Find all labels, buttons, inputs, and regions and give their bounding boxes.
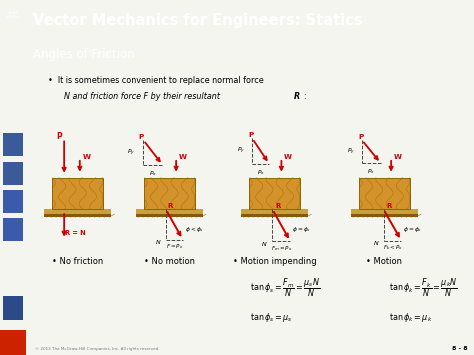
Text: •  It is sometimes convenient to replace normal force: • It is sometimes convenient to replace …: [48, 76, 264, 85]
Text: R: R: [275, 203, 281, 209]
Text: R: R: [168, 203, 173, 209]
Text: :: :: [303, 92, 306, 100]
Text: P: P: [358, 134, 364, 140]
Text: $N$: $N$: [262, 240, 268, 248]
Bar: [3, 296, 23, 320]
Text: $P_y$: $P_y$: [347, 147, 355, 157]
Text: W: W: [394, 154, 402, 160]
Text: $\phi = \phi_s$: $\phi = \phi_s$: [292, 225, 311, 234]
Text: • No friction: • No friction: [52, 257, 103, 266]
Text: P: P: [56, 132, 62, 141]
Bar: [52, 178, 103, 209]
Bar: [3, 133, 23, 156]
Bar: [136, 214, 203, 217]
Text: $P_x$: $P_x$: [367, 168, 375, 176]
Text: N and friction force F by their resultant: N and friction force F by their resultan…: [64, 92, 223, 100]
Text: $N$: $N$: [373, 239, 379, 247]
Text: R: R: [293, 92, 300, 100]
Text: R: R: [386, 203, 392, 209]
Text: Angles of Friction: Angles of Friction: [33, 48, 135, 61]
Bar: [0, 330, 26, 355]
Text: $P_y$: $P_y$: [237, 146, 245, 156]
Bar: [241, 209, 308, 217]
Text: © 2013 The McGraw-Hill Companies, Inc. All rights reserved.: © 2013 The McGraw-Hill Companies, Inc. A…: [35, 347, 160, 351]
Bar: [359, 178, 410, 209]
Bar: [351, 209, 418, 217]
Text: $N$: $N$: [155, 238, 161, 246]
Text: $F = P_x$: $F = P_x$: [165, 242, 183, 251]
Bar: [136, 209, 203, 217]
Text: $\tan\phi_s = \dfrac{F_m}{N} = \dfrac{\mu_s N}{N}$: $\tan\phi_s = \dfrac{F_m}{N} = \dfrac{\m…: [250, 277, 320, 299]
Text: $\phi = \phi_k$: $\phi = \phi_k$: [403, 225, 423, 234]
Bar: [44, 209, 111, 217]
Bar: [249, 178, 301, 209]
Bar: [3, 162, 23, 185]
Text: • Motion impending: • Motion impending: [233, 257, 317, 266]
Text: Tenth
Edition: Tenth Edition: [6, 11, 20, 19]
Text: 8 - 8: 8 - 8: [452, 346, 467, 351]
Text: • No motion: • No motion: [144, 257, 195, 266]
Text: $\phi < \phi_s$: $\phi < \phi_s$: [185, 225, 204, 234]
Text: P: P: [138, 135, 144, 140]
Text: $\tan\phi_s = \mu_s$: $\tan\phi_s = \mu_s$: [250, 311, 292, 324]
Bar: [144, 178, 195, 209]
Text: $P_y$: $P_y$: [128, 148, 136, 158]
Text: $\tan\phi_k = \dfrac{F_k}{N} = \dfrac{\mu_k N}{N}$: $\tan\phi_k = \dfrac{F_k}{N} = \dfrac{\m…: [389, 277, 457, 299]
Bar: [3, 218, 23, 241]
Bar: [44, 214, 111, 217]
Text: W: W: [284, 154, 292, 160]
Bar: [3, 190, 23, 213]
Text: W: W: [179, 154, 187, 160]
Text: $F_k < P_x$: $F_k < P_x$: [383, 244, 402, 252]
Text: W: W: [82, 154, 91, 160]
Text: P: P: [249, 132, 254, 138]
Text: Vector Mechanics for Engineers: Statics: Vector Mechanics for Engineers: Statics: [33, 13, 363, 28]
Bar: [351, 214, 418, 217]
Text: $P_x$: $P_x$: [149, 169, 157, 178]
Bar: [241, 214, 308, 217]
Text: $P_x$: $P_x$: [257, 168, 265, 177]
Text: R = N: R = N: [65, 230, 86, 235]
Text: $F_m = P_x$: $F_m = P_x$: [271, 244, 292, 253]
Text: • Motion: • Motion: [366, 257, 402, 266]
Text: $\tan\phi_k = \mu_k$: $\tan\phi_k = \mu_k$: [389, 311, 432, 324]
